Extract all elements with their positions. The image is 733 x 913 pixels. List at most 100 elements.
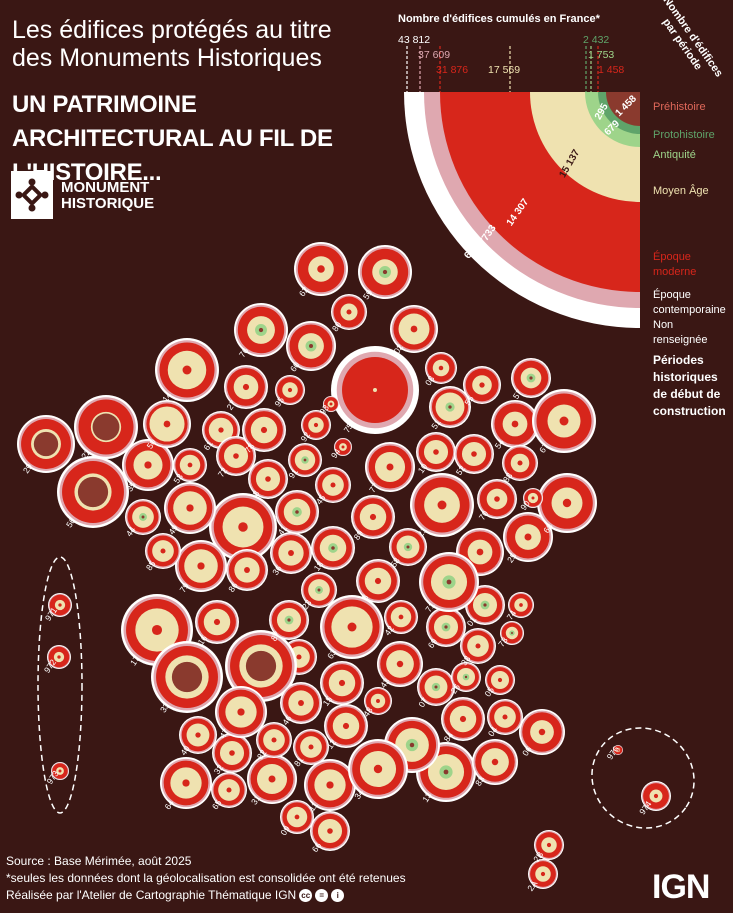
department-circle-51[interactable]: 51: [429, 386, 471, 431]
department-circle-74[interactable]: 74: [505, 592, 534, 622]
department-circle-92[interactable]: 92: [298, 410, 331, 444]
department-circle-40[interactable]: 40: [178, 716, 217, 757]
department-circle-52[interactable]: 52: [454, 434, 494, 477]
cumulative-value: 31 876: [436, 64, 469, 76]
department-circle-45[interactable]: 45: [314, 467, 351, 506]
department-circle-35[interactable]: 35: [122, 439, 174, 493]
department-circle-22[interactable]: 22: [74, 395, 138, 461]
department-circle-91[interactable]: 91: [286, 443, 322, 480]
department-circle-972[interactable]: 972: [42, 645, 71, 675]
department-circle-2A[interactable]: 2A: [525, 859, 558, 893]
department-circle-85[interactable]: 85: [144, 533, 181, 572]
department-circle-2B[interactable]: 2B: [531, 830, 564, 864]
department-circle-47[interactable]: 47: [215, 686, 267, 740]
department-circle-10[interactable]: 10: [416, 432, 456, 475]
department-circle-44[interactable]: 44: [124, 499, 161, 538]
department-circle-90[interactable]: 90: [518, 488, 543, 512]
department-circle-03[interactable]: 03: [356, 559, 400, 606]
department-circle-38[interactable]: 38: [459, 628, 496, 667]
department-circle-41[interactable]: 41: [275, 490, 319, 537]
department-circle-63[interactable]: 63: [320, 595, 384, 661]
department-circle-25[interactable]: 25: [503, 512, 553, 565]
department-circle-973[interactable]: 973: [44, 762, 69, 786]
department-circle-15[interactable]: 15: [320, 661, 364, 708]
department-circle-37[interactable]: 37: [209, 493, 277, 563]
department-circle-69[interactable]: 69: [426, 607, 466, 650]
department-circle-24[interactable]: 24: [225, 630, 297, 703]
department-circle-66[interactable]: 66: [310, 811, 350, 854]
department-circle-08[interactable]: 08: [423, 352, 457, 387]
department-circle-14[interactable]: 14: [155, 338, 219, 404]
department-circle-971[interactable]: 971: [43, 593, 72, 623]
department-circle-84[interactable]: 84: [441, 697, 485, 744]
department-circle-56[interactable]: 56: [57, 456, 129, 529]
department-circle-88[interactable]: 88: [501, 445, 538, 484]
department-circle-54[interactable]: 54: [491, 400, 539, 451]
department-circle-43[interactable]: 43: [377, 641, 423, 690]
department-circle-78[interactable]: 78: [242, 408, 286, 455]
department-circle-57[interactable]: 57: [511, 358, 551, 401]
department-circle-27[interactable]: 27: [224, 365, 268, 412]
department-circle-18[interactable]: 18: [311, 526, 355, 573]
department-circle-53[interactable]: 53: [171, 448, 207, 485]
department-circle-31[interactable]: 31: [247, 754, 297, 807]
department-circle-02[interactable]: 02: [390, 305, 438, 356]
department-circle-86[interactable]: 86: [226, 549, 268, 594]
department-circle-87[interactable]: 87: [269, 600, 309, 643]
department-circle-29[interactable]: 29: [17, 415, 75, 475]
overseas-right-outline: [591, 727, 695, 829]
department-circle-13[interactable]: 13: [416, 742, 476, 804]
department-circle-33[interactable]: 33: [151, 641, 223, 714]
department-circle-77[interactable]: 77: [365, 442, 415, 495]
department-circle-34[interactable]: 34: [348, 739, 408, 801]
department-circle-75[interactable]: 75: [331, 346, 419, 435]
department-circle-94[interactable]: 94: [329, 438, 352, 460]
department-circle-28[interactable]: 28: [248, 459, 288, 502]
department-circle-80[interactable]: 80: [330, 294, 367, 333]
ring-core: [338, 679, 346, 687]
department-circle-79[interactable]: 79: [175, 540, 227, 594]
department-circle-04[interactable]: 04: [486, 699, 523, 738]
department-circle-06[interactable]: 06: [519, 709, 565, 758]
department-circle-64[interactable]: 64: [160, 757, 212, 811]
department-circle-05[interactable]: 05: [482, 665, 515, 699]
department-circle-50[interactable]: 50: [143, 400, 191, 451]
department-circle-974[interactable]: 974: [637, 781, 671, 816]
department-circle-81[interactable]: 81: [292, 729, 329, 768]
department-circle-71[interactable]: 71: [419, 552, 479, 614]
department-circle-09[interactable]: 09: [278, 800, 314, 837]
department-circle-07[interactable]: 07: [416, 668, 455, 709]
department-circle-72[interactable]: 72: [216, 436, 256, 479]
department-circle-67[interactable]: 67: [532, 389, 596, 455]
department-circle-16[interactable]: 16: [195, 600, 239, 647]
department-circle-58[interactable]: 58: [388, 528, 427, 569]
department-circle-49[interactable]: 49: [164, 482, 216, 536]
department-circle-61[interactable]: 61: [201, 411, 240, 452]
department-circle-60[interactable]: 60: [286, 321, 336, 374]
department-circle-76[interactable]: 76: [234, 303, 288, 359]
department-circle-82[interactable]: 82: [255, 722, 292, 761]
department-circle-93[interactable]: 93: [317, 396, 339, 416]
department-circle-70[interactable]: 70: [477, 479, 517, 522]
department-circle-83[interactable]: 83: [472, 739, 518, 788]
department-circle-12[interactable]: 12: [324, 704, 368, 751]
department-circle-95[interactable]: 95: [272, 375, 305, 409]
department-circle-32[interactable]: 32: [212, 733, 252, 776]
department-circle-46[interactable]: 46: [280, 682, 322, 727]
department-circle-42[interactable]: 42: [382, 600, 418, 637]
ring-core: [233, 453, 239, 459]
department-circle-73[interactable]: 73: [496, 621, 524, 649]
department-circle-11[interactable]: 11: [304, 759, 356, 813]
department-circle-26[interactable]: 26: [448, 662, 481, 696]
department-circle-55[interactable]: 55: [462, 366, 501, 407]
department-circle-21[interactable]: 21: [410, 473, 474, 539]
department-circle-59[interactable]: 59: [358, 245, 412, 301]
department-circle-23[interactable]: 23: [300, 572, 337, 611]
department-circle-62[interactable]: 62: [294, 242, 348, 298]
department-circle-68[interactable]: 68: [537, 473, 597, 535]
department-circle-976[interactable]: 976: [605, 744, 623, 762]
department-circle-36[interactable]: 36: [270, 532, 312, 577]
department-circle-65[interactable]: 65: [210, 772, 247, 811]
department-circle-48[interactable]: 48: [361, 687, 392, 719]
department-circle-89[interactable]: 89: [351, 495, 395, 542]
